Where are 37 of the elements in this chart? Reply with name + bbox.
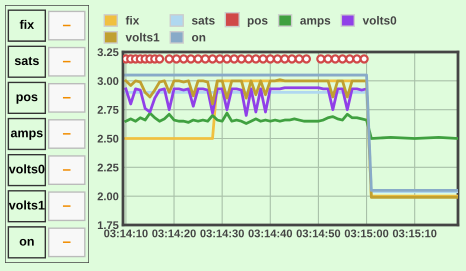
text: – — [62, 169, 71, 171]
text: pos — [248, 18, 268, 27]
y-tick-label: 1.75 — [98, 221, 119, 230]
legend-label: fix — [126, 16, 140, 25]
line-series — [124, 112, 458, 140]
text: – — [62, 96, 71, 98]
text: on — [20, 238, 34, 246]
text: fix — [20, 20, 34, 29]
x-tick-label: 03:15:00 — [344, 229, 388, 238]
text: volts0 — [8, 164, 44, 174]
x-tick-label: 03:14:50 — [296, 229, 340, 238]
x-tick-label: 03:14:10 — [104, 229, 148, 238]
legend-label: volts1 — [126, 32, 160, 42]
y-tick-label: 2.75 — [98, 106, 119, 114]
text: sats — [14, 56, 39, 66]
line-series — [124, 86, 368, 117]
legend-label: on — [192, 35, 206, 42]
text: – — [62, 133, 71, 135]
y-tick-label: 2.50 — [98, 134, 118, 143]
text: – — [62, 60, 71, 62]
text: pos — [16, 94, 38, 104]
text: amps — [10, 130, 43, 140]
legend-label: sats — [192, 16, 215, 25]
x-tick-label: 03:14:40 — [248, 229, 292, 238]
x-tick-label: 03:14:20 — [152, 229, 196, 238]
y-tick-label: 2.25 — [98, 164, 119, 172]
y-tick-label: 3.00 — [97, 77, 118, 85]
x-tick-label: 03:15:10 — [392, 229, 436, 238]
text: volts1 — [8, 200, 45, 210]
legend-label: volts0 — [362, 16, 396, 25]
text: – — [62, 24, 71, 26]
text: – — [62, 205, 71, 207]
legend-label: amps — [300, 18, 330, 27]
text: – — [62, 241, 71, 243]
y-tick-label: 2.00 — [98, 192, 118, 200]
y-tick-label: 3.25 — [97, 48, 119, 56]
x-tick-label: 03:14:30 — [200, 229, 244, 238]
